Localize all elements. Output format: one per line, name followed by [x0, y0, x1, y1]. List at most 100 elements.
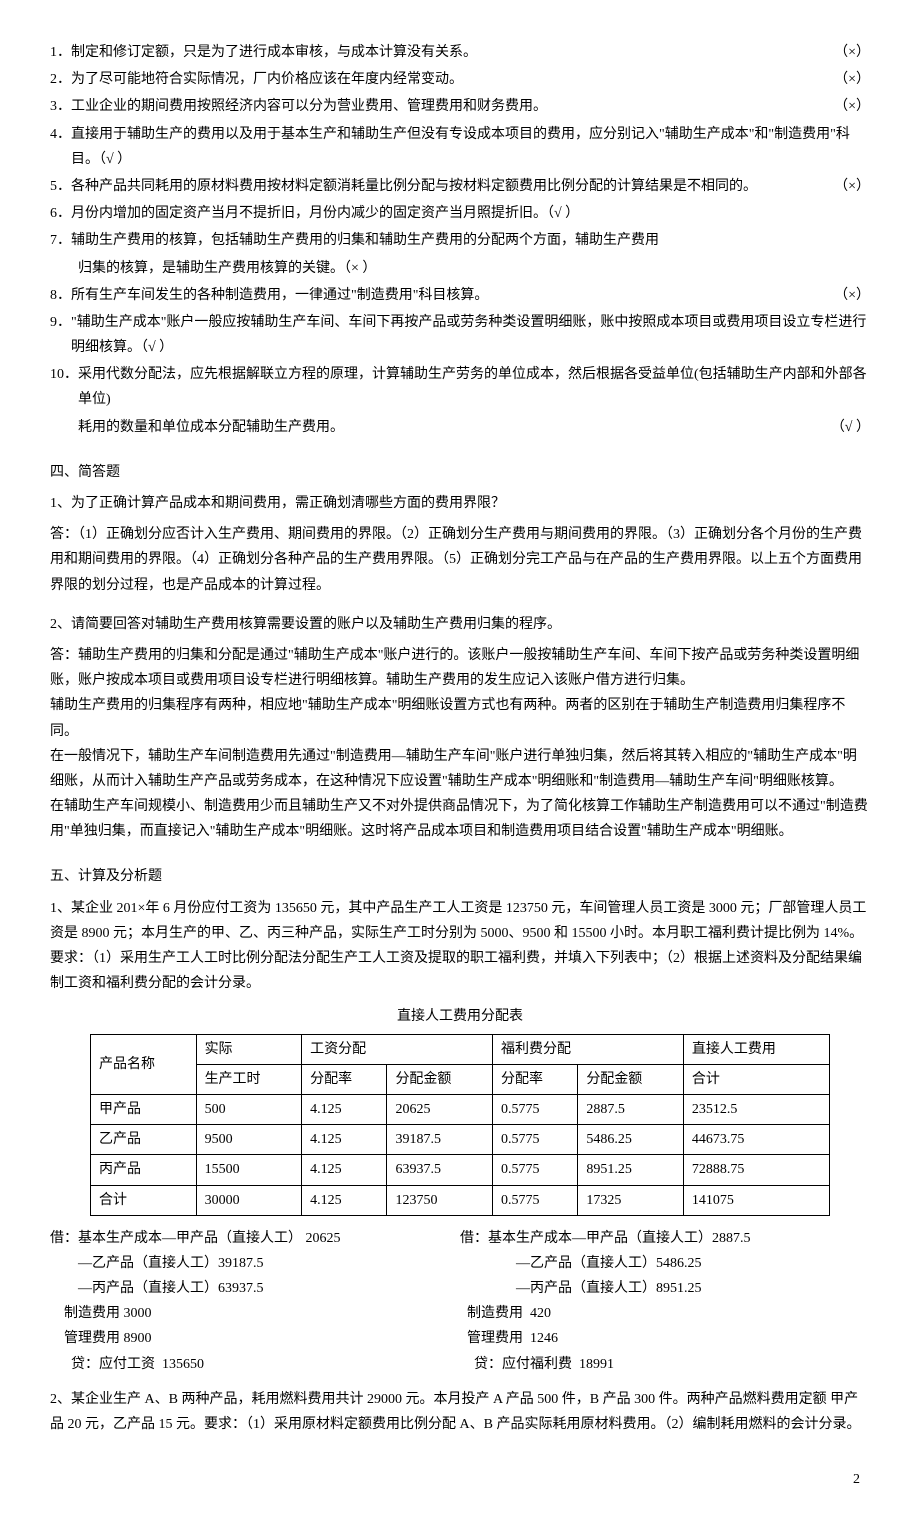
entry-line: —丙产品（直接人工）8951.25 — [460, 1276, 870, 1301]
tf-answer: （×） — [834, 67, 870, 92]
entries-right: 借：基本生产成本—甲产品（直接人工）2887.5 —乙产品（直接人工）5486.… — [460, 1226, 870, 1377]
tf-text: 辅助生产费用的核算，包括辅助生产费用的归集和辅助生产费用的分配两个方面，辅助生产… — [71, 228, 870, 253]
th-hours-1: 实际 — [196, 1034, 302, 1064]
allocation-table: 产品名称 实际 工资分配 福利费分配 直接人工费用 生产工时 分配率 分配金额 … — [90, 1034, 830, 1216]
cell: 0.5775 — [493, 1185, 578, 1215]
tf-text: 采用代数分配法，应先根据解联立方程的原理，计算辅助生产劳务的单位成本，然后根据各… — [78, 362, 870, 412]
cell: 72888.75 — [683, 1155, 829, 1185]
entry-line: —乙产品（直接人工）39187.5 — [50, 1251, 460, 1276]
tf-item: 耗用的数量和单位成本分配辅助生产费用。（√ ） — [50, 415, 870, 440]
cell: 乙产品 — [91, 1125, 197, 1155]
entry-line: 贷：应付工资 135650 — [50, 1352, 460, 1377]
table-header-row: 产品名称 实际 工资分配 福利费分配 直接人工费用 — [91, 1034, 830, 1064]
entry-line: 管理费用 1246 — [460, 1326, 870, 1351]
cell: 44673.75 — [683, 1125, 829, 1155]
entry-line: 借：基本生产成本—甲产品（直接人工）2887.5 — [460, 1226, 870, 1251]
entry-line: 贷：应付福利费 18991 — [460, 1352, 870, 1377]
table-header-row: 生产工时 分配率 分配金额 分配率 分配金额 合计 — [91, 1064, 830, 1094]
entry-line: 制造费用 3000 — [50, 1301, 460, 1326]
entry-line: 制造费用 420 — [460, 1301, 870, 1326]
tf-text: 各种产品共同耗用的原材料费用按材料定额消耗量比例分配与按材料定额费用比例分配的计… — [71, 174, 826, 199]
cell: 甲产品 — [91, 1094, 197, 1124]
tf-text: 为了尽可能地符合实际情况，厂内价格应该在年度内经常变动。 — [71, 67, 826, 92]
tf-answer: （×） — [834, 174, 870, 199]
tf-item: 1．制定和修订定额，只是为了进行成本审核，与成本计算没有关系。（×） — [50, 40, 870, 65]
tf-text: 工业企业的期间费用按照经济内容可以分为营业费用、管理费用和财务费用。 — [71, 94, 826, 119]
tf-item: 9．"辅助生产成本"账户一般应按辅助生产车间、车间下再按产品或劳务种类设置明细账… — [50, 310, 870, 360]
tf-answer: （×） — [834, 40, 870, 65]
th-amount: 分配金额 — [387, 1064, 493, 1094]
table-row: 合计300004.1251237500.577517325141075 — [91, 1185, 830, 1215]
answer-2-p4: 在辅助生产车间规模小、制造费用少而且辅助生产又不对外提供商品情况下，为了简化核算… — [50, 794, 870, 844]
tf-text: "辅助生产成本"账户一般应按辅助生产车间、车间下再按产品或劳务种类设置明细账，账… — [71, 310, 870, 360]
th-total-2: 合计 — [683, 1064, 829, 1094]
entry-line: —乙产品（直接人工）5486.25 — [460, 1251, 870, 1276]
entries-left: 借：基本生产成本—甲产品（直接人工） 20625 —乙产品（直接人工）39187… — [50, 1226, 460, 1377]
tf-num: 10． — [50, 362, 78, 412]
tf-answer: （×） — [834, 283, 870, 308]
cell: 8951.25 — [578, 1155, 684, 1185]
tf-answer: （×） — [834, 94, 870, 119]
table-row: 甲产品5004.125206250.57752887.523512.5 — [91, 1094, 830, 1124]
table-row: 乙产品95004.12539187.50.57755486.2544673.75 — [91, 1125, 830, 1155]
tf-text: 月份内增加的固定资产当月不提折旧，月份内减少的固定资产当月照提折旧。（√ ） — [71, 201, 870, 226]
th-hours-2: 生产工时 — [196, 1064, 302, 1094]
tf-item: 5．各种产品共同耗用的原材料费用按材料定额消耗量比例分配与按材料定额费用比例分配… — [50, 174, 870, 199]
section-4-title: 四、简答题 — [50, 460, 870, 485]
cell: 23512.5 — [683, 1094, 829, 1124]
tf-num: 7． — [50, 228, 71, 253]
problem-1-text: 1、某企业 201×年 6 月份应付工资为 135650 元，其中产品生产工人工… — [50, 896, 870, 946]
tf-num: 9． — [50, 310, 71, 360]
cell: 15500 — [196, 1155, 302, 1185]
cell: 4.125 — [302, 1185, 387, 1215]
cell: 20625 — [387, 1094, 493, 1124]
journal-entries: 借：基本生产成本—甲产品（直接人工） 20625 —乙产品（直接人工）39187… — [50, 1226, 870, 1377]
cell: 丙产品 — [91, 1155, 197, 1185]
cell: 123750 — [387, 1185, 493, 1215]
tf-item: 归集的核算，是辅助生产费用核算的关键。（× ） — [50, 256, 870, 281]
section-5-title: 五、计算及分析题 — [50, 864, 870, 889]
tf-text: 耗用的数量和单位成本分配辅助生产费用。 — [78, 415, 711, 440]
tf-text: 所有生产车间发生的各种制造费用，一律通过"制造费用"科目核算。 — [71, 283, 826, 308]
page-number: 2 — [50, 1467, 870, 1492]
cell: 0.5775 — [493, 1155, 578, 1185]
tf-item: 8．所有生产车间发生的各种制造费用，一律通过"制造费用"科目核算。 （×） — [50, 283, 870, 308]
cell: 0.5775 — [493, 1094, 578, 1124]
tf-text: 归集的核算，是辅助生产费用核算的关键。（× ） — [78, 256, 870, 281]
tf-num: 4． — [50, 122, 71, 172]
tf-num: 6． — [50, 201, 71, 226]
cell: 合计 — [91, 1185, 197, 1215]
tf-num: 3． — [50, 94, 71, 119]
problem-1-req: 要求：（1）采用生产工人工时比例分配法分配生产工人工资及提取的职工福利费，并填入… — [50, 946, 870, 996]
entry-line: 管理费用 8900 — [50, 1326, 460, 1351]
tf-num: 5． — [50, 174, 71, 199]
true-false-section: 1．制定和修订定额，只是为了进行成本审核，与成本计算没有关系。（×） 2．为了尽… — [50, 40, 870, 440]
question-1: 1、为了正确计算产品成本和期间费用，需正确划清哪些方面的费用界限？ — [50, 491, 870, 516]
table-title: 直接人工费用分配表 — [50, 1004, 870, 1029]
entry-line: —丙产品（直接人工）63937.5 — [50, 1276, 460, 1301]
cell: 0.5775 — [493, 1125, 578, 1155]
cell: 17325 — [578, 1185, 684, 1215]
entry-line: 借：基本生产成本—甲产品（直接人工） 20625 — [50, 1226, 460, 1251]
cell: 30000 — [196, 1185, 302, 1215]
tf-item: 2．为了尽可能地符合实际情况，厂内价格应该在年度内经常变动。 （×） — [50, 67, 870, 92]
th-amount: 分配金额 — [578, 1064, 684, 1094]
answer-2-p3: 在一般情况下，辅助生产车间制造费用先通过"制造费用—辅助生产车间"账户进行单独归… — [50, 744, 870, 794]
answer-2-p2: 辅助生产费用的归集程序有两种，相应地"辅助生产成本"明细账设置方式也有两种。两者… — [50, 693, 870, 743]
question-2: 2、请简要回答对辅助生产费用核算需要设置的账户以及辅助生产费用归集的程序。 — [50, 612, 870, 637]
answer-1: 答：（1）正确划分应否计入生产费用、期间费用的界限。（2）正确划分生产费用与期间… — [50, 522, 870, 598]
cell: 2887.5 — [578, 1094, 684, 1124]
table-row: 丙产品155004.12563937.50.57758951.2572888.7… — [91, 1155, 830, 1185]
tf-item: 6．月份内增加的固定资产当月不提折旧，月份内减少的固定资产当月照提折旧。（√ ） — [50, 201, 870, 226]
th-total-1: 直接人工费用 — [683, 1034, 829, 1064]
th-rate: 分配率 — [493, 1064, 578, 1094]
tf-item: 4．直接用于辅助生产的费用以及用于基本生产和辅助生产但没有专设成本项目的费用，应… — [50, 122, 870, 172]
tf-num: 2． — [50, 67, 71, 92]
th-rate: 分配率 — [302, 1064, 387, 1094]
tf-item: 7．辅助生产费用的核算，包括辅助生产费用的归集和辅助生产费用的分配两个方面，辅助… — [50, 228, 870, 253]
th-welfare: 福利费分配 — [493, 1034, 684, 1064]
tf-num: 8． — [50, 283, 71, 308]
cell: 63937.5 — [387, 1155, 493, 1185]
answer-2-p1: 答：辅助生产费用的归集和分配是通过"辅助生产成本"账户进行的。该账户一般按辅助生… — [50, 643, 870, 693]
th-wage: 工资分配 — [302, 1034, 493, 1064]
